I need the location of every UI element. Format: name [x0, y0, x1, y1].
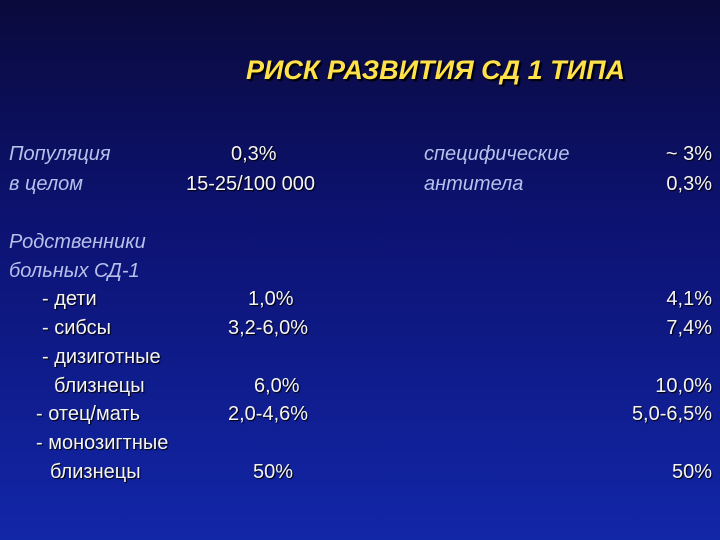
- antibodies-value-1: ~ 3%: [665, 143, 712, 165]
- population-incidence: 15-25/100 000: [186, 173, 316, 195]
- row-antibody-value: 4,1%: [666, 288, 712, 310]
- row-label-2: близнецы: [50, 461, 141, 483]
- population-label-2: в целом: [9, 173, 84, 195]
- antibodies-label: специфические: [424, 143, 570, 165]
- row-value: 6,0%: [254, 375, 300, 397]
- antibodies-value-2: 0,3%: [666, 173, 712, 195]
- row-antibody-value: 5,0-6,5%: [631, 403, 712, 425]
- row-value: 3,2-6,0%: [228, 317, 309, 339]
- row-antibody-value: 50%: [671, 461, 712, 483]
- row-label: - отец/мать: [36, 403, 140, 425]
- row-label-2: близнецы: [54, 375, 145, 397]
- antibodies-label-2: антитела: [424, 173, 524, 195]
- row-label: - дизиготные: [42, 346, 161, 368]
- row-value: 1,0%: [248, 288, 294, 310]
- row-label: - дети: [42, 288, 97, 310]
- population-percent: 0,3%: [231, 143, 277, 165]
- row-label: - сибсы: [42, 317, 111, 339]
- slide-title: РИСК РАЗВИТИЯ СД 1 ТИПА: [246, 55, 626, 85]
- relatives-label: Родственники: [9, 231, 146, 253]
- relatives-label-2: больных СД-1: [9, 260, 140, 282]
- row-value: 50%: [253, 461, 294, 483]
- row-value: 2,0-4,6%: [228, 403, 309, 425]
- row-antibody-value: 10,0%: [655, 375, 712, 397]
- population-label: Популяция: [9, 143, 111, 165]
- row-antibody-value: 7,4%: [666, 317, 712, 339]
- row-label: - монозигтные: [36, 432, 169, 454]
